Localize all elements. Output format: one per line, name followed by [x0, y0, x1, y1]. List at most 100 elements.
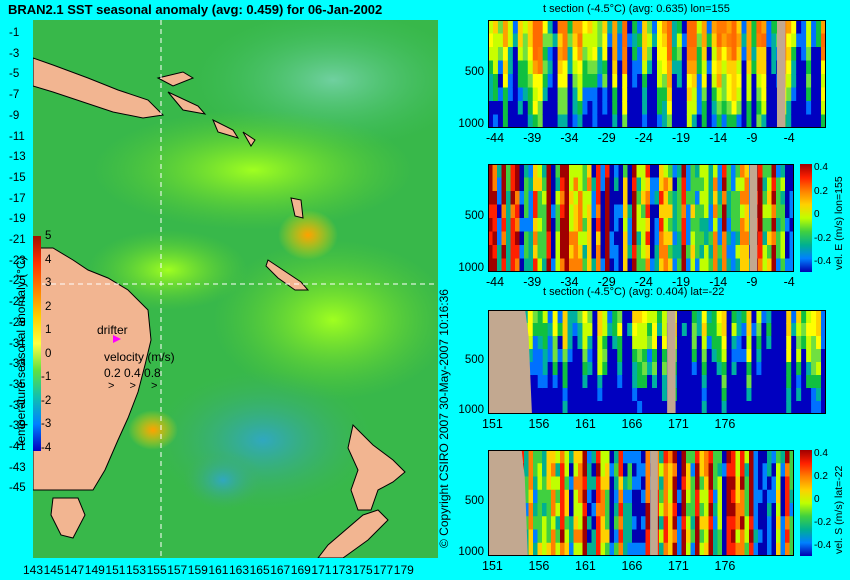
heatmap-cell [533, 231, 539, 246]
heatmap-cell [573, 516, 579, 531]
heatmap-cell [756, 362, 762, 376]
heatmap-cell [701, 87, 708, 102]
heatmap-cell [717, 204, 723, 219]
heatmap-cell [806, 349, 812, 363]
heatmap-cell [791, 323, 797, 337]
heatmap-cell [488, 60, 494, 75]
heatmap-cell [591, 529, 597, 544]
heatmap-cell [592, 33, 598, 48]
heatmap-cell [676, 47, 683, 62]
heatmap-cell [686, 450, 692, 464]
heatmap-cell [592, 60, 598, 75]
heatmap-cell [582, 310, 589, 324]
heatmap-cell [532, 20, 539, 35]
heatmap-cell [582, 177, 588, 192]
heatmap-cell [578, 218, 584, 233]
heatmap-cell [642, 388, 648, 402]
heatmap-cell [524, 258, 530, 272]
heatmap-cell [506, 164, 512, 179]
heatmap-cell [776, 204, 782, 219]
heatmap-cell [786, 20, 792, 35]
section-heatmap[interactable] [488, 310, 826, 414]
heatmap-cell [753, 516, 759, 531]
heatmap-cell [657, 323, 663, 337]
section-heatmap[interactable] [488, 450, 794, 556]
heatmap-cell [663, 463, 669, 478]
heatmap-cell [542, 323, 549, 337]
heatmap-cell [609, 516, 615, 531]
heatmap-cell [666, 114, 673, 128]
heatmap-cell [686, 375, 693, 389]
heatmap-cell [537, 362, 544, 376]
heatmap-cell [716, 336, 723, 350]
heatmap-cell [776, 489, 782, 504]
heatmap-cell [614, 503, 620, 517]
heatmap-cell [766, 388, 772, 402]
heatmap-cell [796, 375, 802, 389]
heatmap-cell [672, 476, 678, 491]
heatmap-cell [537, 74, 544, 89]
heatmap-cell [811, 33, 817, 48]
heatmap-cell [632, 542, 638, 556]
heatmap-cell [552, 375, 559, 389]
heatmap-cell [676, 20, 683, 35]
heatmap-cell [758, 231, 764, 246]
heatmap-cell [811, 20, 817, 35]
heatmap-cell [617, 349, 623, 363]
heatmap-cell [676, 388, 683, 402]
heatmap-cell [560, 218, 566, 233]
heatmap-cell [681, 476, 687, 491]
heatmap-cell [622, 74, 628, 89]
heatmap-cell [612, 349, 618, 363]
heatmap-cell [623, 204, 629, 219]
heatmap-cell [744, 204, 750, 219]
heatmap-cell [627, 33, 633, 48]
heatmap-cell [701, 20, 708, 35]
heatmap-cell [552, 60, 559, 75]
heatmap-cell [756, 114, 762, 128]
heatmap-cell [528, 245, 534, 260]
heatmap-cell [789, 218, 794, 233]
heatmap-cell [605, 463, 611, 478]
heatmap-cell [726, 101, 733, 116]
heatmap-cell [488, 218, 494, 233]
heatmap-cell [821, 87, 826, 102]
heatmap-cell [668, 516, 674, 531]
heatmap-cell [821, 33, 826, 48]
heatmap-cell [577, 401, 584, 414]
heatmap-cell [627, 60, 633, 75]
heatmap-cell [731, 323, 738, 337]
heatmap-cell [706, 101, 713, 116]
heatmap-cell [721, 310, 728, 324]
heatmap-cell [722, 245, 728, 260]
heatmap-cell [695, 516, 701, 531]
heatmap-cell [699, 463, 705, 478]
heatmap-cell [652, 323, 658, 337]
heatmap-cell [650, 231, 656, 246]
heatmap-cell [600, 489, 606, 504]
heatmap-cell [704, 245, 710, 260]
heatmap-cell [547, 375, 554, 389]
heatmap-cell [614, 218, 620, 233]
heatmap-cell [735, 503, 741, 517]
heatmap-cell [537, 101, 544, 116]
section-heatmap[interactable] [488, 164, 794, 272]
panel-x-tick: -14 [709, 275, 728, 289]
heatmap-cell [780, 476, 786, 491]
heatmap-cell [533, 245, 539, 260]
heatmap-cell [623, 489, 629, 504]
heatmap-cell [785, 503, 791, 517]
heatmap-cell [528, 218, 534, 233]
heatmap-cell [661, 401, 668, 414]
heatmap-cell [708, 476, 714, 491]
heatmap-cell [569, 164, 575, 179]
heatmap-cell [533, 204, 539, 219]
heatmap-cell [740, 191, 746, 206]
heatmap-cell [726, 258, 732, 272]
sst-anomaly-map[interactable] [33, 20, 438, 558]
heatmap-cell [618, 218, 624, 233]
heatmap-cell [537, 204, 543, 219]
heatmap-cell [756, 60, 762, 75]
section-heatmap[interactable] [488, 20, 826, 128]
heatmap-cell [701, 336, 708, 350]
